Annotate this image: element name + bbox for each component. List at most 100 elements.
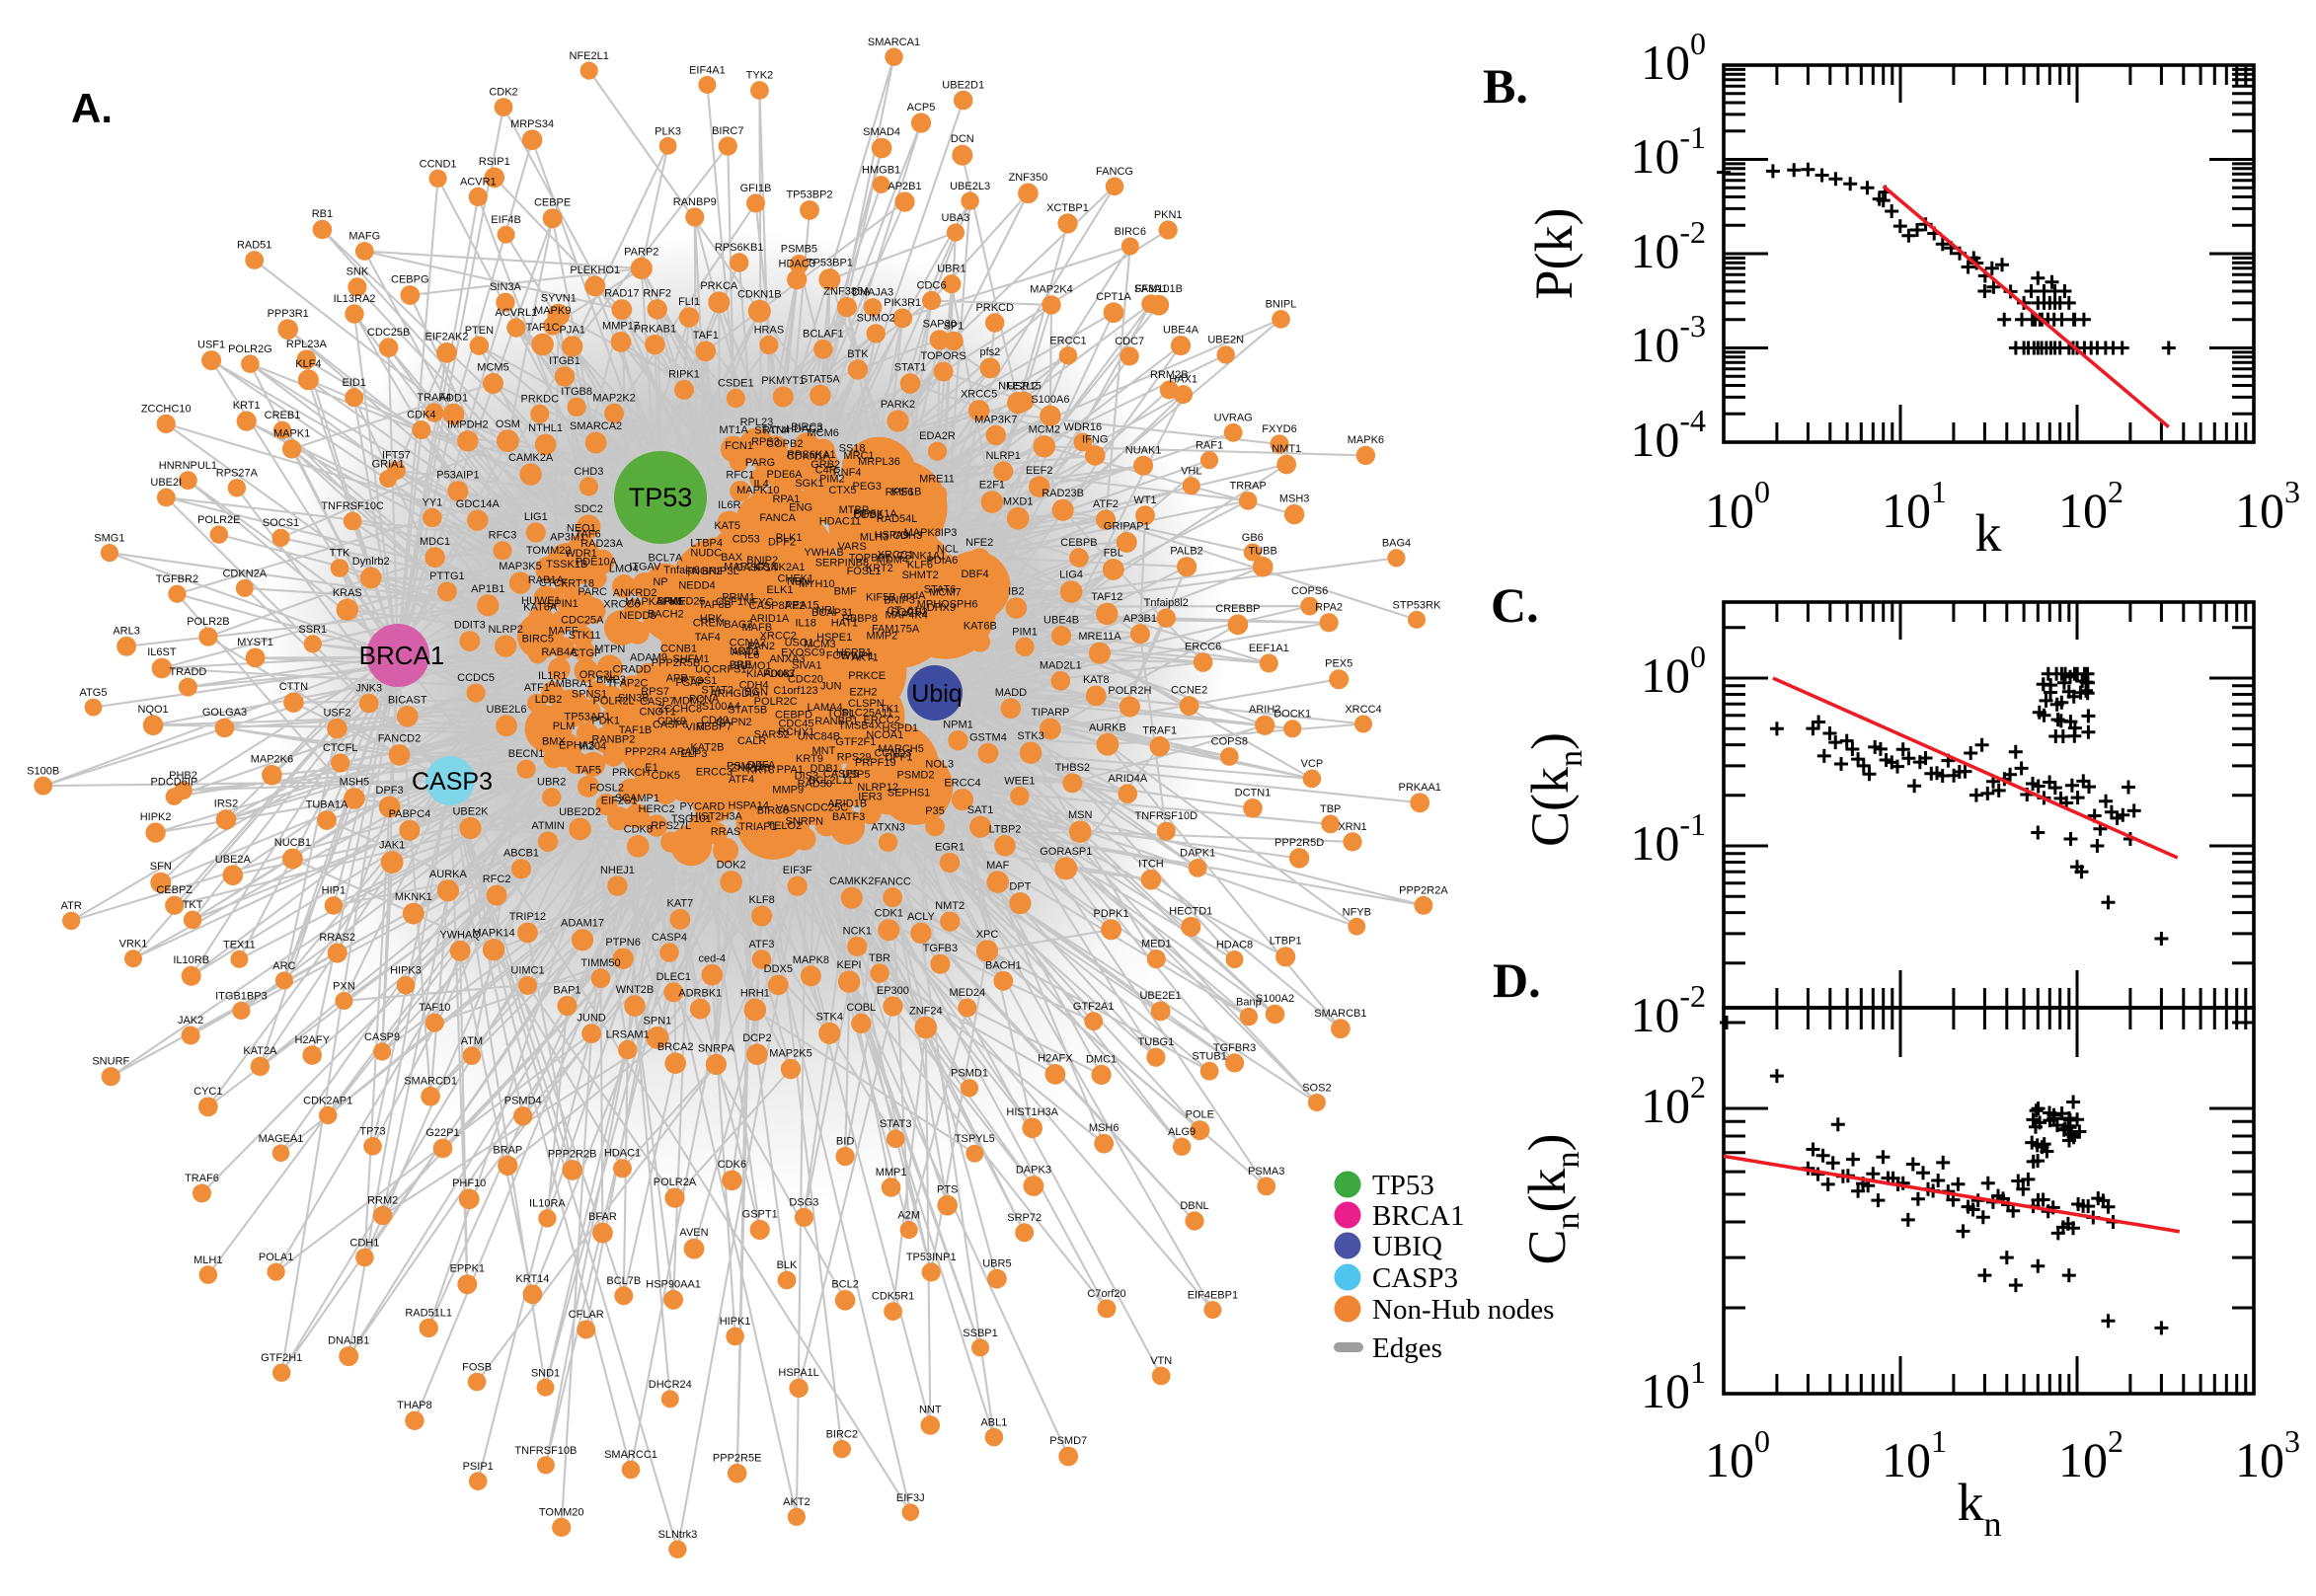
svg-text:DDX5: DDX5 [764, 963, 793, 975]
svg-text:DNAJA3: DNAJA3 [852, 287, 893, 299]
svg-text:FBL: FBL [1104, 548, 1123, 560]
svg-text:RAD51L1: RAD51L1 [405, 1307, 452, 1319]
svg-text:CDK5R1: CDK5R1 [872, 1291, 914, 1303]
svg-text:USF2: USF2 [323, 707, 350, 719]
svg-text:PPP2R4: PPP2R4 [625, 746, 666, 758]
svg-text:VASN: VASN [776, 803, 805, 815]
svg-text:EP300: EP300 [877, 985, 909, 997]
svg-text:XRN1: XRN1 [1338, 821, 1366, 833]
svg-text:PJA1: PJA1 [560, 325, 585, 337]
svg-text:CDK2AP1: CDK2AP1 [303, 1095, 352, 1106]
svg-text:TNFRSF10C: TNFRSF10C [321, 500, 384, 512]
svg-text:MARCH5: MARCH5 [878, 743, 923, 755]
svg-text:CDC25C: CDC25C [805, 802, 848, 814]
svg-text:UBR1: UBR1 [937, 264, 965, 275]
svg-text:TEX11: TEX11 [223, 939, 256, 950]
svg-text:TOMM22: TOMM22 [526, 545, 572, 557]
svg-text:COPS6: COPS6 [1291, 585, 1328, 597]
svg-text:NUDC: NUDC [690, 548, 722, 560]
svg-text:PXN: PXN [333, 981, 355, 993]
svg-text:MSH5: MSH5 [340, 777, 370, 789]
svg-text:TOPORS: TOPORS [920, 350, 965, 362]
svg-text:PDPK1: PDPK1 [1094, 908, 1129, 920]
svg-text:UBR5: UBR5 [982, 1257, 1011, 1269]
svg-text:NLRP2: NLRP2 [488, 624, 522, 636]
svg-text:ANKRD2: ANKRD2 [613, 587, 657, 599]
svg-text:EIF2S1: EIF2S1 [601, 796, 638, 807]
svg-text:TIPARP: TIPARP [1031, 707, 1069, 719]
svg-text:SUMO2: SUMO2 [857, 313, 895, 325]
svg-text:DPF3: DPF3 [376, 785, 404, 797]
svg-text:VIM: VIM [685, 722, 705, 733]
svg-text:XCTBP1: XCTBP1 [1046, 202, 1089, 214]
svg-text:PAN2: PAN2 [747, 641, 775, 652]
svg-text:ITGB1BP3: ITGB1BP3 [215, 990, 268, 1002]
svg-text:CHEK1: CHEK1 [777, 572, 813, 584]
svg-text:CDC20: CDC20 [788, 674, 823, 686]
svg-text:NLRP1: NLRP1 [985, 450, 1020, 462]
svg-text:PARC: PARC [578, 586, 607, 598]
svg-text:BACH1: BACH1 [985, 959, 1022, 971]
svg-text:COPS8: COPS8 [1211, 736, 1248, 748]
svg-text:NOD1: NOD1 [730, 646, 760, 657]
svg-text:TGFBR2: TGFBR2 [156, 573, 198, 585]
svg-text:RPA1: RPA1 [772, 494, 800, 505]
svg-text:KIF5B: KIF5B [866, 592, 896, 604]
svg-text:RBBP7: RBBP7 [696, 721, 732, 732]
svg-text:NCK1: NCK1 [843, 925, 872, 937]
svg-text:TP53: TP53 [1372, 1170, 1434, 1201]
svg-text:FLI1: FLI1 [678, 296, 700, 308]
svg-text:ENG: ENG [789, 502, 812, 514]
svg-text:MPHOSPH6: MPHOSPH6 [917, 599, 978, 611]
svg-text:RAD54L: RAD54L [877, 513, 918, 525]
svg-text:MAF: MAF [986, 860, 1010, 872]
svg-text:RAB1A: RAB1A [528, 574, 565, 586]
svg-text:ZNF148: ZNF148 [731, 763, 770, 775]
svg-text:CDC45: CDC45 [778, 718, 813, 729]
svg-text:AKT2: AKT2 [783, 1496, 811, 1508]
svg-text:101: 101 [1882, 1423, 1947, 1487]
svg-text:FANCC: FANCC [875, 876, 911, 888]
svg-text:ZNF350: ZNF350 [1009, 172, 1048, 184]
svg-text:PALB2: PALB2 [1170, 546, 1202, 558]
svg-text:KRT8: KRT8 [747, 764, 775, 776]
svg-text:KRAS: KRAS [333, 587, 362, 599]
svg-text:ARHGDIA: ARHGDIA [710, 688, 760, 700]
svg-text:HIPK1: HIPK1 [720, 1316, 751, 1328]
svg-text:NP: NP [653, 576, 667, 588]
svg-text:JNK3: JNK3 [355, 682, 382, 694]
svg-text:RFC1: RFC1 [726, 470, 754, 482]
svg-text:DSG3: DSG3 [789, 1196, 818, 1208]
svg-text:CCNB1: CCNB1 [660, 644, 697, 655]
svg-text:FANCA: FANCA [759, 512, 796, 524]
svg-text:POLR2E: POLR2E [197, 514, 240, 526]
svg-text:IL18: IL18 [795, 618, 815, 630]
svg-text:LIG4: LIG4 [1059, 570, 1083, 581]
svg-text:MAPK8: MAPK8 [793, 954, 829, 966]
svg-text:EXOSC9: EXOSC9 [781, 647, 825, 659]
svg-text:IER3: IER3 [858, 792, 882, 803]
svg-text:GTF2A1: GTF2A1 [1073, 1001, 1115, 1013]
svg-text:EIF4A1: EIF4A1 [689, 64, 726, 76]
svg-text:HAX1: HAX1 [1169, 374, 1197, 386]
svg-text:BCLAF1: BCLAF1 [803, 329, 844, 341]
svg-text:DCTN1: DCTN1 [1235, 788, 1272, 799]
svg-text:S100A4: S100A4 [702, 701, 740, 713]
svg-text:DCN: DCN [951, 133, 974, 145]
svg-text:KAT6B: KAT6B [964, 621, 997, 633]
svg-text:PIP5K1A: PIP5K1A [853, 508, 897, 520]
svg-text:AURKA: AURKA [429, 869, 468, 880]
svg-text:IFNG: IFNG [1082, 434, 1108, 446]
svg-text:CDK8: CDK8 [624, 824, 653, 836]
svg-text:WWP1: WWP1 [840, 650, 874, 662]
svg-text:MYST1: MYST1 [237, 637, 273, 648]
svg-text:ATF1: ATF1 [524, 682, 550, 694]
svg-text:MSN: MSN [1068, 809, 1093, 821]
svg-text:GOLGA3: GOLGA3 [202, 707, 247, 719]
svg-text:ARID1A: ARID1A [750, 613, 790, 625]
svg-text:TRIP12: TRIP12 [509, 911, 546, 923]
svg-text:CTCFL: CTCFL [323, 742, 357, 754]
svg-text:CSNK2A1: CSNK2A1 [755, 562, 805, 573]
svg-text:THBS2: THBS2 [1055, 762, 1090, 774]
svg-text:ATG5: ATG5 [80, 687, 108, 699]
